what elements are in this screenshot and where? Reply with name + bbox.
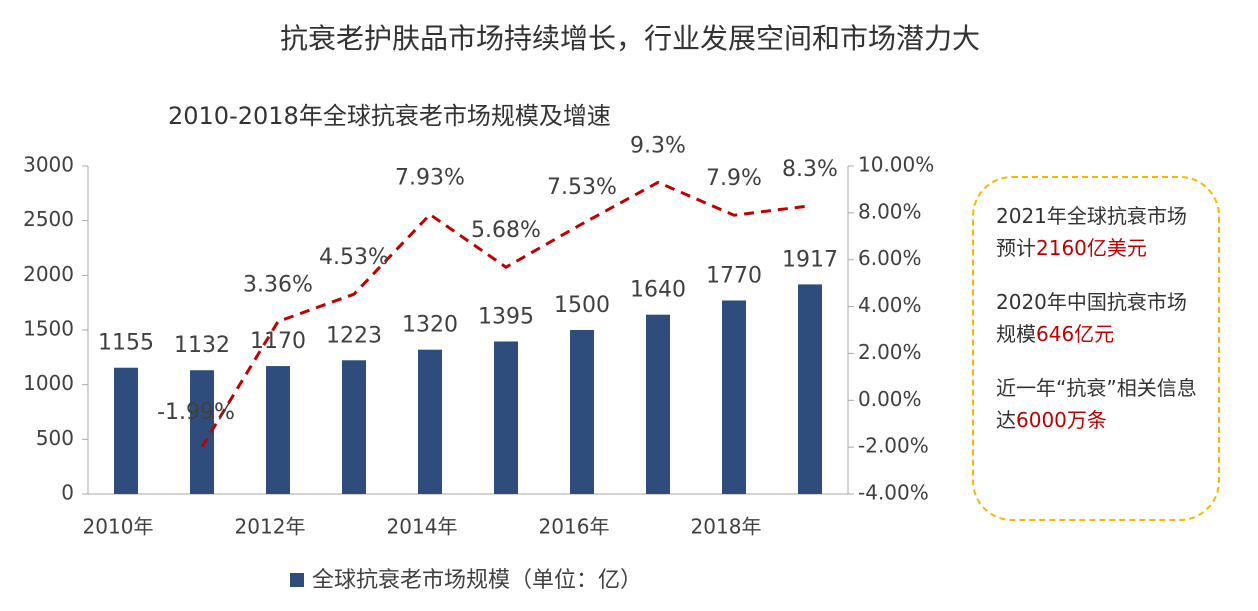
y2-tick-label: 6.00% [858, 246, 922, 270]
bar-value-label: 1223 [326, 323, 382, 348]
line-value-label: -1.99% [157, 400, 235, 425]
bar-value-label: 1500 [554, 293, 610, 318]
bar [798, 284, 822, 494]
bar-value-label: 1917 [782, 247, 838, 272]
bar [266, 366, 290, 494]
y-tick-label: 1500 [23, 317, 74, 341]
chart-title: 抗衰老护肤品市场持续增长，行业发展空间和市场潜力大 [280, 22, 980, 55]
bar-value-label: 1770 [706, 263, 762, 288]
line-value-label: 7.9% [706, 166, 762, 191]
bar-value-label: 1640 [630, 278, 686, 303]
info-box: 2021年全球抗衰市场预计2160亿美元 2020年中国抗衰市场规模646亿元 近一… [972, 176, 1220, 521]
annotation-text: 近一年“抗衰”相关信息达 [996, 376, 1197, 432]
y-tick-label: 1000 [23, 371, 74, 395]
annotation-text: 2021年全球抗衰市场预计 [996, 204, 1187, 260]
line-value-label: 7.53% [547, 175, 617, 200]
y2-tick-label: 2.00% [858, 340, 922, 364]
y2-tick-label: 8.00% [858, 199, 922, 223]
bar [722, 300, 746, 494]
bar-value-label: 1320 [402, 313, 458, 338]
annotation-highlight: 646亿元 [1036, 322, 1115, 346]
line-value-label: 8.3% [782, 157, 838, 182]
annotation-highlight: 6000万条 [1016, 408, 1107, 432]
y2-tick-label: -4.00% [858, 481, 929, 505]
line-value-label: 4.53% [319, 245, 389, 270]
bar-value-label: 1170 [250, 329, 306, 354]
x-tick-label: 2018年 [691, 515, 762, 539]
line-value-label: 5.68% [471, 218, 541, 243]
annotation: 近一年“抗衰”相关信息达6000万条 [996, 372, 1206, 436]
y-tick-label: 3000 [23, 153, 74, 177]
annotation-highlight: 2160亿美元 [1036, 236, 1147, 260]
chart-subtitle: 2010-2018年全球抗衰老市场规模及增速 [168, 102, 611, 130]
x-tick-label: 2016年 [539, 515, 610, 539]
bar [494, 341, 518, 494]
annotation-text: 2020年中国抗衰市场规模 [996, 290, 1187, 346]
y-tick-label: 500 [36, 426, 74, 450]
y2-tick-label: 0.00% [858, 387, 922, 411]
line-value-label: 3.36% [243, 273, 313, 298]
bar [114, 367, 138, 494]
y-tick-label: 0 [61, 481, 74, 505]
bar-value-label: 1155 [98, 331, 154, 356]
legend-label: 全球抗衰老市场规模（单位：亿） [312, 568, 642, 593]
x-tick-label: 2010年 [83, 515, 154, 539]
annotation: 2020年中国抗衰市场规模646亿元 [996, 286, 1206, 350]
y-tick-label: 2500 [23, 207, 74, 231]
bar-value-label: 1395 [478, 304, 534, 329]
bar [418, 349, 442, 494]
x-tick-label: 2014年 [387, 515, 458, 539]
line [200, 180, 811, 448]
bar [342, 360, 366, 494]
y-tick-label: 2000 [23, 262, 74, 286]
y2-tick-label: 4.00% [858, 293, 922, 317]
y2-tick-label: -2.00% [858, 434, 929, 458]
bar [570, 330, 594, 494]
annotation: 2021年全球抗衰市场预计2160亿美元 [996, 200, 1206, 264]
legend-swatch [290, 573, 304, 587]
line-value-label: 7.93% [395, 165, 465, 190]
x-tick-label: 2012年 [235, 515, 306, 539]
bar-value-label: 1132 [174, 333, 230, 358]
bar [646, 314, 670, 494]
y2-tick-label: 10.00% [858, 153, 934, 177]
line-value-label: 9.3% [630, 133, 686, 158]
bar [190, 370, 214, 494]
